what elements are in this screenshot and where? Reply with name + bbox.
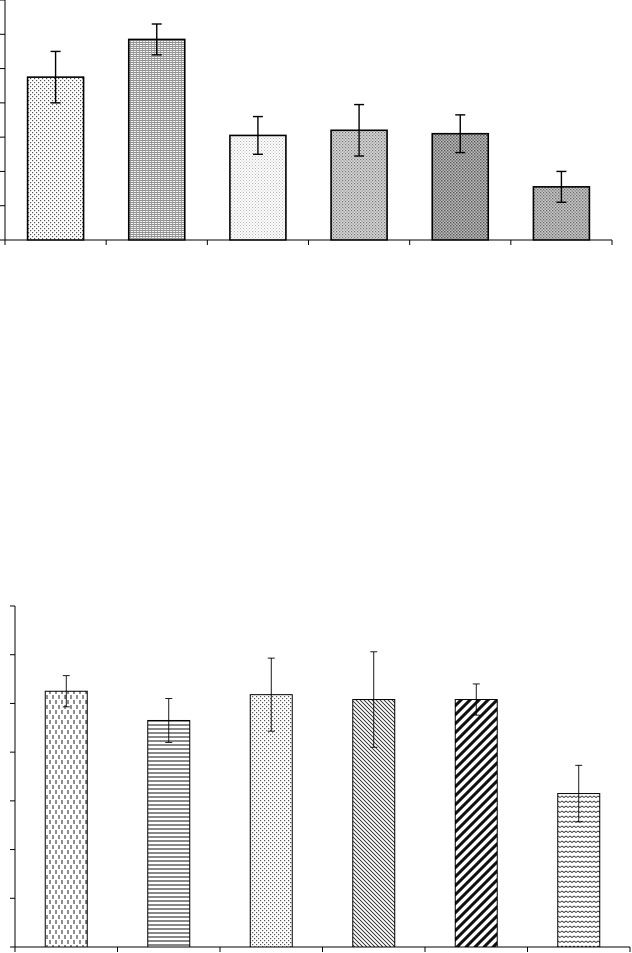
bar-1 <box>44 690 88 948</box>
bar-2 <box>127 38 186 241</box>
bar-4 <box>330 129 388 241</box>
error-bar-4 <box>354 103 365 157</box>
error-bar-6 <box>575 764 583 823</box>
bar-2 <box>147 719 191 948</box>
chart-bottom <box>10 605 631 952</box>
error-bar-6 <box>556 170 567 203</box>
error-bar-5 <box>472 683 480 716</box>
error-bar-1 <box>62 675 70 708</box>
chart-top <box>0 0 613 245</box>
error-bar-1 <box>50 50 61 104</box>
error-bar-2 <box>165 698 173 743</box>
error-bar-4 <box>370 651 378 748</box>
error-bar-5 <box>455 114 466 154</box>
bar-3 <box>249 694 293 948</box>
bar-1 <box>26 76 85 241</box>
error-bar-3 <box>252 115 263 155</box>
bar-5 <box>454 699 498 948</box>
error-bar-3 <box>267 657 275 732</box>
error-bar-2 <box>151 23 162 56</box>
